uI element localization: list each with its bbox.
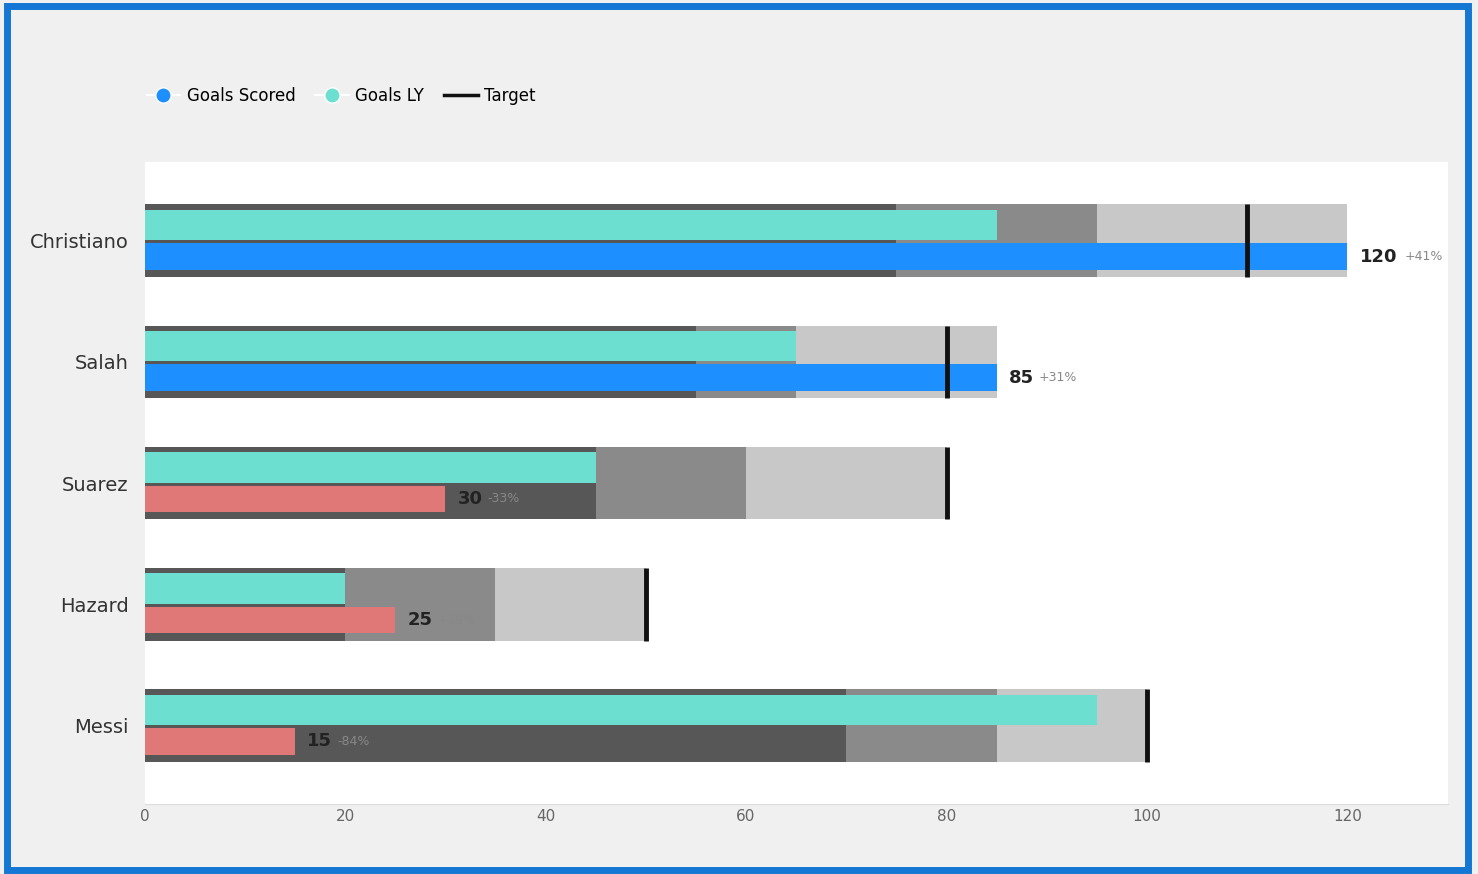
Text: 30: 30 (457, 489, 482, 508)
Bar (145, 447, 596, 519)
Bar (145, 447, 946, 519)
Bar (145, 568, 344, 641)
Bar (145, 568, 646, 641)
Text: +41%: +41% (1404, 250, 1443, 263)
Bar (145, 326, 696, 399)
Text: -33%: -33% (488, 492, 520, 505)
Text: -84%: -84% (337, 735, 370, 747)
Bar (145, 205, 897, 277)
Bar (145, 689, 996, 762)
Bar (145, 243, 1348, 270)
Text: +19%: +19% (437, 614, 476, 627)
Bar (145, 326, 996, 399)
Bar (145, 689, 1147, 762)
Text: 15: 15 (307, 732, 333, 750)
Bar (145, 364, 996, 391)
Bar (145, 607, 395, 634)
Text: 120: 120 (1360, 247, 1397, 266)
Bar (145, 205, 1097, 277)
Bar (145, 452, 596, 482)
Bar (145, 205, 1348, 277)
Text: 25: 25 (408, 611, 432, 629)
Bar (145, 568, 495, 641)
Bar (145, 447, 746, 519)
Legend: Goals Scored, Goals LY, Target: Goals Scored, Goals LY, Target (140, 80, 542, 112)
Bar (145, 728, 296, 754)
Bar (145, 689, 847, 762)
Bar (145, 210, 996, 240)
Bar (145, 695, 1097, 725)
Bar (145, 326, 797, 399)
Bar (145, 486, 445, 512)
Text: +31%: +31% (1039, 371, 1077, 385)
Bar (145, 573, 344, 604)
Bar (145, 331, 797, 361)
Text: 85: 85 (1008, 369, 1033, 386)
